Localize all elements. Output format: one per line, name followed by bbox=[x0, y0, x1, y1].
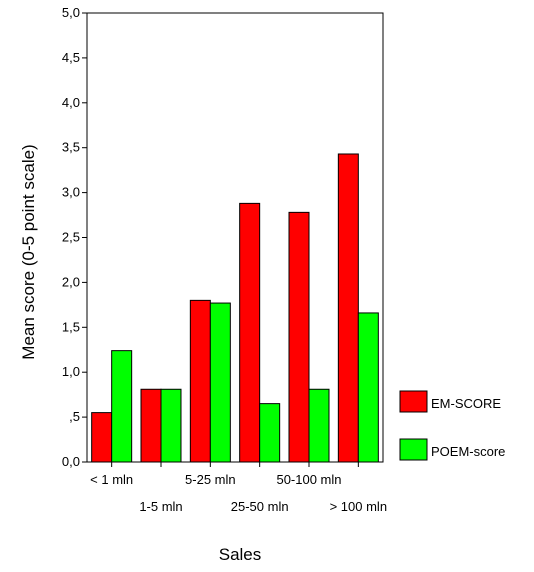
x-tick-label: < 1 mln bbox=[90, 472, 133, 487]
legend: EM-SCORE POEM-score bbox=[399, 390, 505, 461]
legend-swatch-em-score bbox=[399, 390, 428, 413]
y-tick-label: 2,0 bbox=[62, 274, 80, 289]
bar-poem-score-0 bbox=[111, 350, 133, 463]
x-tick-label: 25-50 mln bbox=[231, 499, 289, 514]
bar-em-score-3 bbox=[239, 202, 261, 463]
bar-em-score-2 bbox=[189, 299, 211, 463]
x-tick-label: 1-5 mln bbox=[139, 499, 182, 514]
bar-poem-score-4 bbox=[308, 388, 330, 463]
legend-label-poem-score: POEM-score bbox=[431, 444, 505, 459]
y-tick-label: 5,0 bbox=[62, 5, 80, 20]
y-tick-label: 3,0 bbox=[62, 185, 80, 200]
bar-poem-score-5 bbox=[357, 312, 379, 463]
y-axis-ticks: 0,0 ,5 1,0 1,5 2,0 2,5 3,0 3,5 4,0 4,5 5,0 bbox=[62, 5, 87, 469]
legend-label-em-score: EM-SCORE bbox=[431, 396, 501, 411]
y-tick-label: 1,5 bbox=[62, 319, 80, 334]
y-tick-label: 0,0 bbox=[62, 454, 80, 469]
legend-swatch-poem-score bbox=[399, 438, 428, 461]
bar-em-score-0 bbox=[91, 412, 113, 463]
y-tick-label: 3,5 bbox=[62, 140, 80, 155]
y-tick-label: 1,0 bbox=[62, 364, 80, 379]
y-tick-label: 4,5 bbox=[62, 50, 80, 65]
bar-poem-score-1 bbox=[160, 388, 182, 463]
y-tick-label: 4,0 bbox=[62, 95, 80, 110]
bar-em-score-5 bbox=[337, 153, 359, 463]
x-tick-label: 50-100 mln bbox=[276, 472, 341, 487]
bar-em-score-1 bbox=[140, 388, 162, 463]
y-axis-title: Mean score (0-5 point scale) bbox=[19, 144, 38, 359]
bar-poem-score-2 bbox=[209, 302, 231, 463]
bars bbox=[91, 153, 379, 463]
y-tick-label: 2,5 bbox=[62, 230, 80, 245]
bar-em-score-4 bbox=[288, 211, 310, 463]
x-tick-label: > 100 mln bbox=[330, 499, 387, 514]
x-tick-label: 5-25 mln bbox=[185, 472, 236, 487]
bar-poem-score-3 bbox=[259, 403, 281, 463]
x-axis-title: Sales bbox=[219, 545, 262, 564]
y-tick-label: ,5 bbox=[69, 409, 80, 424]
